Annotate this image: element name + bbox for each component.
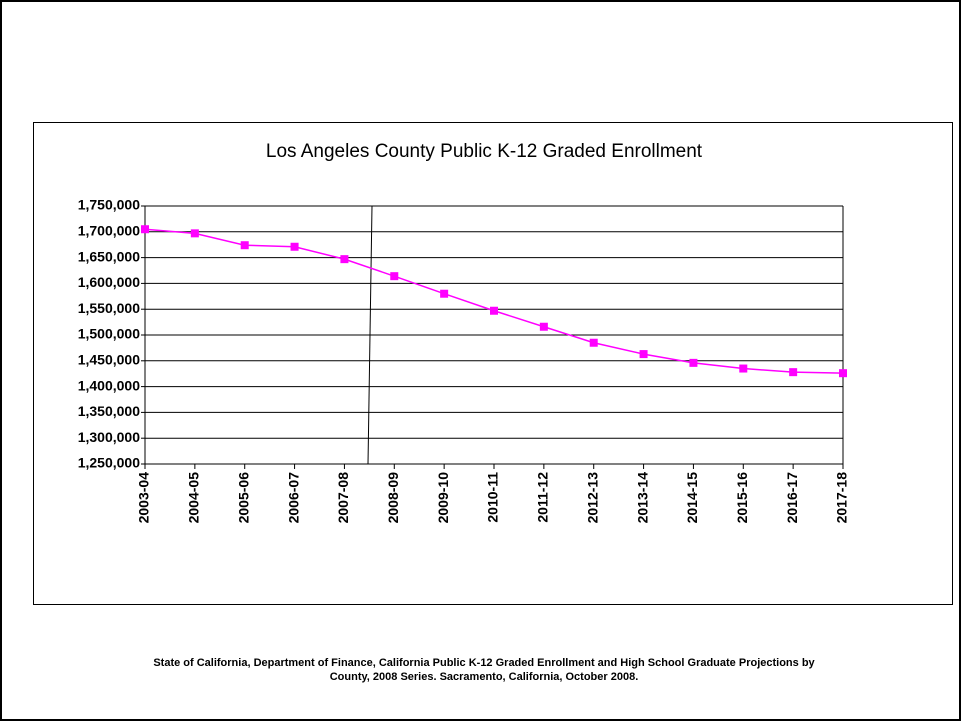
point-marker (240, 241, 249, 250)
x-tick-label: 2004-05 (186, 472, 202, 524)
x-tick-label: 2003-04 (136, 472, 152, 524)
y-tick-label: 1,400,000 (78, 377, 140, 393)
source-note: State of California, Department of Finan… (153, 657, 815, 669)
x-tick-label: 2013-14 (634, 472, 650, 524)
x-tick-label: 2007-08 (335, 472, 351, 524)
point-marker (789, 368, 798, 377)
y-tick-label: 1,300,000 (78, 429, 140, 445)
x-tick-label: 2015-16 (734, 472, 750, 524)
y-tick-label: 1,550,000 (78, 300, 140, 316)
point-marker (390, 272, 399, 281)
source-note: County, 2008 Series. Sacramento, Califor… (330, 671, 639, 683)
point-marker (739, 364, 748, 373)
point-marker (190, 229, 199, 238)
x-tick-label: 2016-17 (784, 472, 800, 524)
y-tick-label: 1,600,000 (78, 274, 140, 290)
point-marker (589, 338, 598, 347)
point-marker (490, 306, 498, 315)
chart-title: Los Angeles County Public K-12 Graded En… (266, 141, 703, 162)
y-tick-label: 1,250,000 (78, 455, 140, 471)
x-tick-label: 2010-11 (485, 472, 501, 523)
x-tick-label: 2011-12 (535, 472, 551, 523)
x-tick-label: 2005-06 (235, 472, 251, 524)
y-tick-label: 1,650,000 (78, 248, 140, 264)
point-marker (340, 255, 349, 264)
x-tick-label: 2006-07 (285, 472, 301, 524)
y-tick-label: 1,450,000 (78, 352, 140, 368)
point-marker (639, 350, 648, 359)
point-marker (539, 322, 548, 331)
x-tick-label: 2009-10 (435, 472, 451, 524)
x-tick-label: 2012-13 (584, 472, 600, 524)
point-marker (290, 242, 299, 251)
y-tick-label: 1,700,000 (78, 223, 140, 239)
point-marker (440, 289, 449, 298)
y-tick-label: 1,500,000 (78, 326, 140, 342)
y-tick-label: 1,750,000 (78, 197, 140, 213)
y-tick-label: 1,350,000 (78, 403, 140, 419)
x-tick-label: 2017-18 (834, 472, 850, 524)
x-tick-label: 2014-15 (684, 472, 700, 524)
point-marker (141, 225, 149, 234)
chart-border (33, 122, 953, 605)
point-marker (839, 369, 847, 378)
x-tick-label: 2008-09 (385, 472, 401, 524)
point-marker (689, 358, 698, 367)
